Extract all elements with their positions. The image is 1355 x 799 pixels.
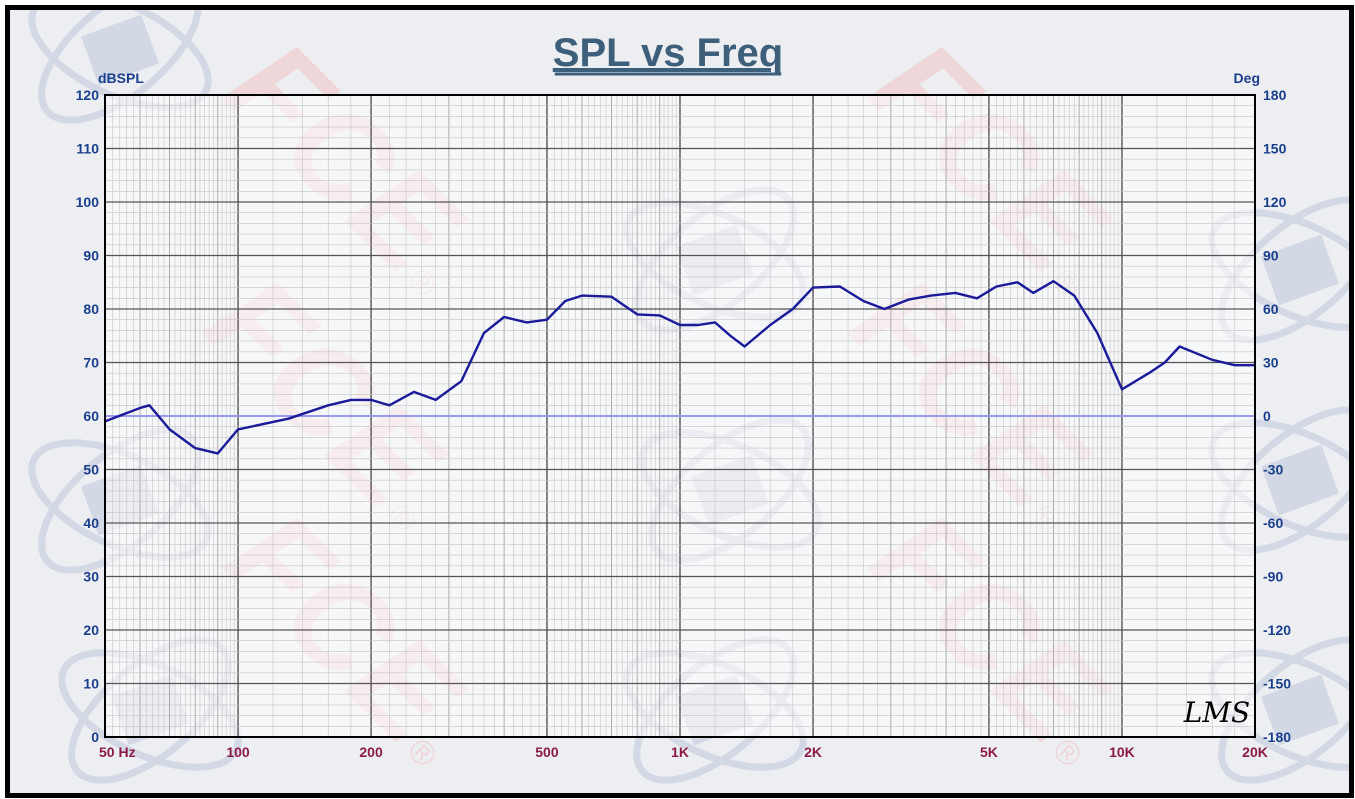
y-tick-label-right: 30 [1263, 355, 1279, 371]
left-axis-unit: dBSPL [98, 70, 144, 86]
y-tick-label-right: -60 [1263, 515, 1283, 531]
y-tick-label-right: -120 [1263, 622, 1291, 638]
y-tick-label-left: 60 [83, 408, 99, 424]
y-tick-label-right: 150 [1263, 141, 1287, 157]
y-tick-label-left: 50 [83, 462, 99, 478]
y-tick-label-right: -180 [1263, 729, 1291, 745]
y-tick-label-right: -30 [1263, 462, 1283, 478]
y-tick-label-left: 70 [83, 355, 99, 371]
spl-curve [104, 280, 1255, 455]
x-tick-label: 10K [1109, 744, 1135, 760]
signature: LMS [1183, 696, 1250, 729]
x-tick-label: 1K [671, 744, 689, 760]
y-tick-label-left: 10 [83, 676, 99, 692]
y-tick-label-left: 0 [91, 729, 99, 745]
x-tick-label: 50 Hz [99, 744, 136, 760]
y-tick-label-right: 60 [1263, 301, 1279, 317]
x-tick-label: 2K [804, 744, 822, 760]
right-axis-unit: Deg [1234, 70, 1260, 86]
y-tick-label-right: -90 [1263, 569, 1283, 585]
x-tick-label: 100 [226, 744, 250, 760]
y-tick-label-left: 100 [76, 194, 100, 210]
y-tick-label-right: 0 [1263, 408, 1271, 424]
series-layer [104, 280, 1255, 455]
spl-vs-freq-chart: FCE®FCE®FCE®FCE®FCE®FCE® SPL vs Freq dBS… [28, 10, 1349, 784]
y-tick-label-left: 30 [83, 569, 99, 585]
y-tick-label-left: 40 [83, 515, 99, 531]
x-tick-label: 200 [359, 744, 383, 760]
y-tick-label-right: 120 [1263, 194, 1287, 210]
y-tick-label-right: 180 [1263, 87, 1287, 103]
chart-frame: FCE®FCE®FCE®FCE®FCE®FCE® SPL vs Freq dBS… [5, 5, 1354, 798]
tick-labels: 0 10 20 30 40 50 60 70 80 90 100 110 120 -180 -150 -120… [76, 87, 1292, 760]
x-tick-label: 20K [1242, 744, 1268, 760]
chart-title: SPL vs Freq [553, 31, 783, 75]
y-tick-label-right: -150 [1263, 676, 1291, 692]
y-tick-label-left: 120 [76, 87, 100, 103]
y-tick-label-left: 110 [76, 141, 99, 157]
watermark-emblem [28, 10, 212, 124]
y-tick-label-left: 80 [83, 301, 99, 317]
y-tick-label-left: 90 [83, 248, 99, 264]
x-tick-label: 5K [980, 744, 998, 760]
x-tick-label: 500 [535, 744, 559, 760]
y-tick-label-left: 20 [83, 622, 99, 638]
plot-border [104, 94, 1256, 738]
y-tick-label-right: 90 [1263, 248, 1279, 264]
